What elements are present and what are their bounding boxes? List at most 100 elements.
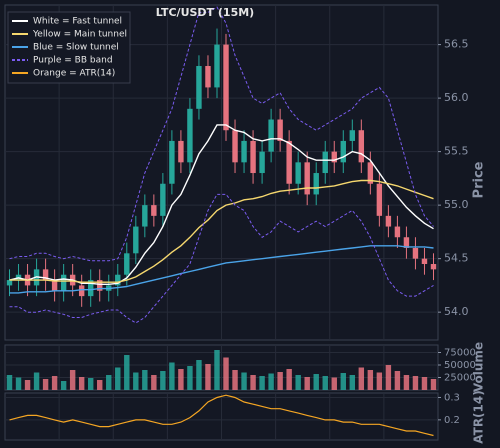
candle-body (133, 226, 139, 254)
candle-body (124, 253, 130, 275)
y-tick-label: 75000 (444, 348, 476, 359)
volume-bar (60, 381, 67, 390)
line-series (9, 124, 434, 285)
volume-bar (196, 360, 202, 390)
band-upper (9, 6, 434, 262)
volume-bar (178, 369, 184, 390)
volume-bar (349, 375, 356, 390)
candle-body (223, 44, 229, 131)
candle-body (87, 280, 94, 297)
candle-body (60, 274, 67, 291)
band-lower (9, 193, 434, 324)
candle-body (178, 140, 184, 163)
y-tick-label: 55.0 (444, 198, 469, 211)
candle-body (340, 140, 346, 163)
chart-title: LTC/USDT (15M) (156, 6, 254, 19)
candle-body (286, 140, 292, 184)
candle-body (322, 151, 328, 174)
candle-body (187, 108, 193, 163)
legend-label: Blue = Slow tunnel (33, 43, 119, 53)
volume-bar (358, 367, 365, 390)
y-tick-label: 0.3 (444, 392, 460, 403)
volume-bar (214, 350, 220, 390)
volume-bar (160, 371, 166, 390)
candle-body (51, 280, 58, 291)
y-tick-label: 0.2 (444, 415, 460, 426)
volume-bar (223, 357, 229, 390)
volume-bar (78, 377, 85, 390)
volume-bar (33, 372, 40, 390)
candle-body (331, 151, 337, 163)
candle-body (42, 269, 49, 281)
y-tick-label: 54.5 (444, 252, 469, 265)
volume-bar (106, 375, 112, 390)
y-tick-label: 25000 (444, 373, 476, 384)
y-axis-label: ATR(14) (472, 390, 486, 443)
volume-bar (331, 377, 337, 390)
candle-body (277, 119, 283, 141)
line-series (9, 245, 434, 294)
volume-bar (304, 377, 310, 390)
candle-body (421, 258, 428, 265)
volume-bar (24, 380, 31, 390)
candle-body (160, 183, 166, 216)
candle-body (169, 140, 175, 184)
legend-label: Purple = BB band (33, 56, 113, 66)
candle-body (295, 162, 301, 184)
candle-body (6, 280, 13, 286)
volume-bar (385, 365, 392, 390)
volume-bar (87, 378, 94, 390)
line-series (9, 179, 434, 283)
volume-bar (421, 377, 428, 390)
volume-bar (241, 372, 247, 390)
volume-bar (15, 377, 22, 390)
volume-bar (142, 370, 148, 390)
volume-bar (250, 375, 256, 390)
volume-bar (115, 367, 121, 390)
legend-label: Orange = ATR(14) (33, 69, 115, 79)
volume-bar (133, 372, 139, 390)
volume-bar (403, 375, 410, 390)
y-axis-label: Price (472, 161, 487, 198)
volume-bar (286, 369, 292, 390)
volume-bar (187, 366, 193, 390)
volume-bar (340, 373, 346, 390)
volume-bar (6, 375, 13, 390)
legend: White = Fast tunnel Yellow = Main tunnel B… (7, 11, 131, 84)
candle-body (304, 162, 310, 195)
volume-bar (412, 376, 419, 390)
volume-bar (268, 373, 274, 390)
candle-body (196, 66, 202, 109)
volume-bar (51, 376, 58, 390)
candle-body (412, 247, 419, 259)
candle-body (115, 274, 121, 286)
y-tick-label: 54.0 (444, 305, 469, 318)
candle-body (430, 264, 437, 270)
y-tick-label: 56.5 (444, 38, 469, 51)
candle-body (349, 130, 356, 141)
candle-body (151, 205, 157, 216)
candle-body (205, 66, 211, 88)
volume-bar (313, 374, 319, 390)
legend-label: Yellow = Main tunnel (32, 30, 127, 40)
candle-body (385, 215, 392, 227)
candle-body (403, 237, 410, 248)
candle-body (142, 205, 148, 227)
volume-bar (430, 379, 437, 390)
candle-body (259, 151, 265, 174)
volume-bar (259, 376, 265, 390)
legend-box (7, 11, 131, 84)
marks (6, 6, 437, 437)
candle-body (313, 173, 319, 195)
volume-bar (205, 364, 211, 390)
volume-bar (124, 355, 130, 390)
candle-body (394, 226, 401, 238)
candle-body (268, 119, 274, 152)
volume-bar (394, 371, 401, 390)
volume-bar (69, 370, 76, 390)
candle-body (214, 44, 220, 88)
candle-body (367, 162, 374, 184)
volume-bar (169, 362, 175, 390)
